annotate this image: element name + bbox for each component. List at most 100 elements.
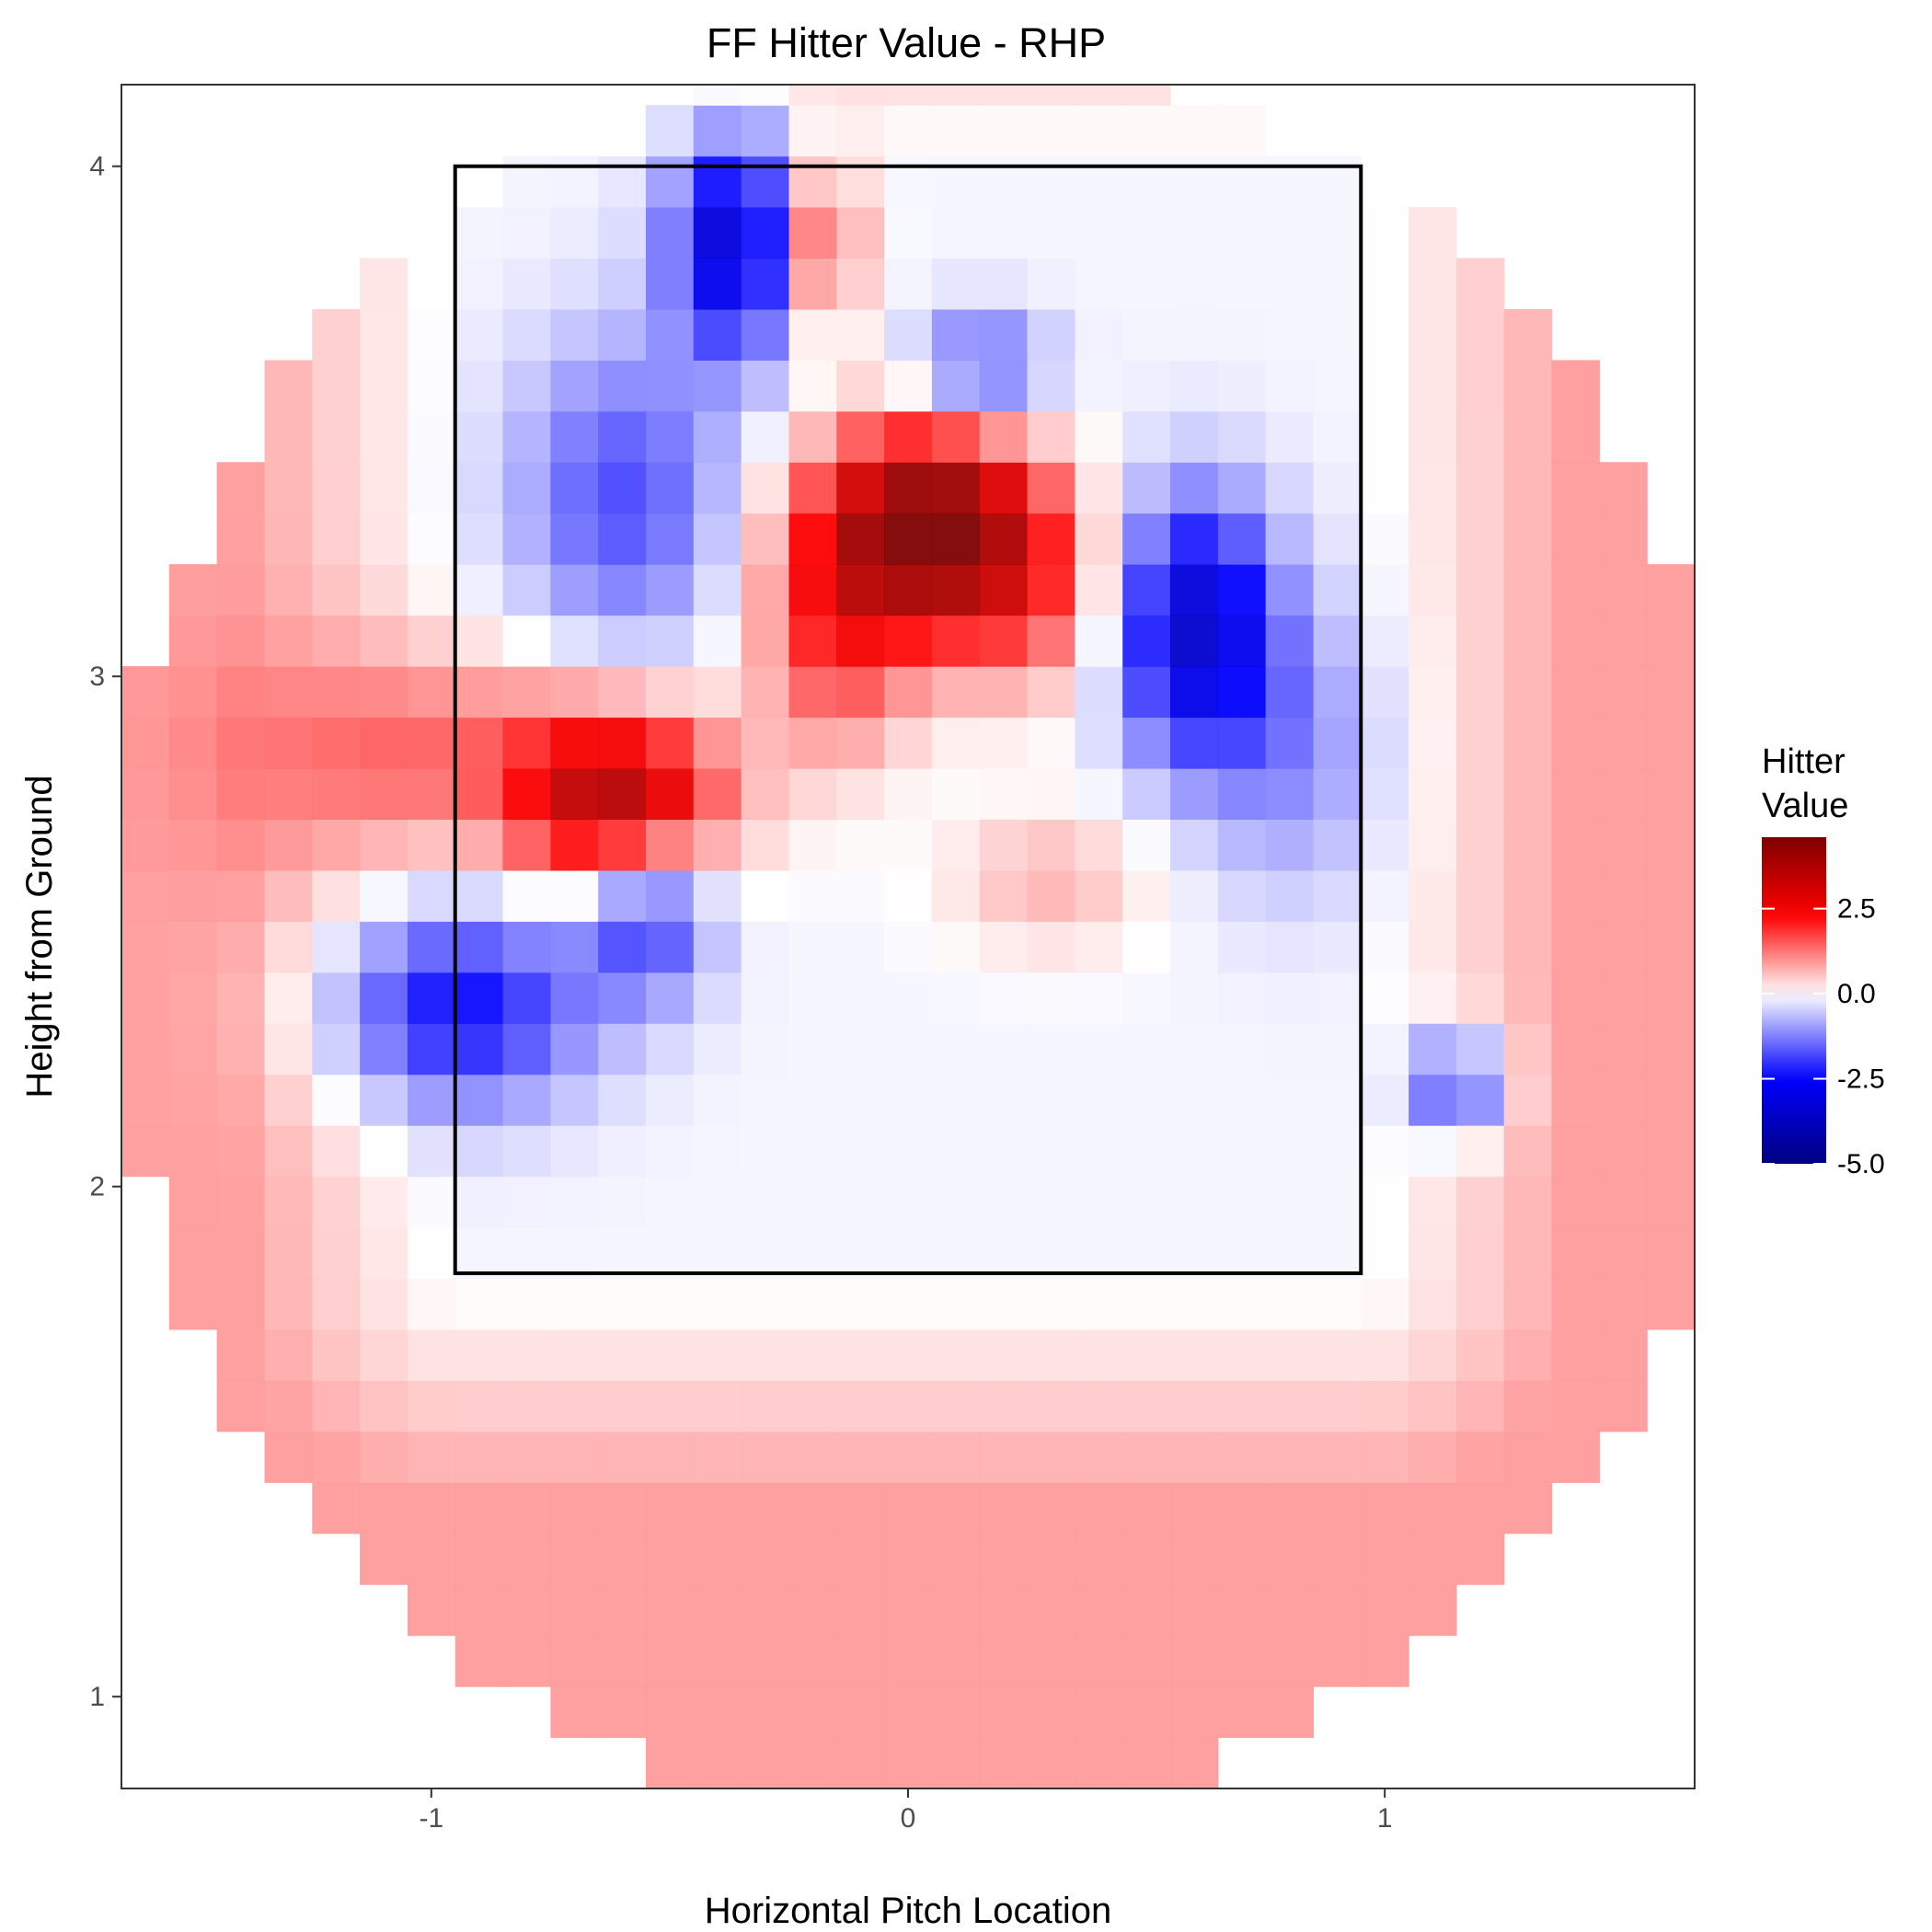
heatmap-cell	[1409, 717, 1457, 769]
heatmap-cell	[1217, 717, 1267, 769]
heatmap-cell	[1265, 309, 1314, 361]
heatmap-cell	[1027, 462, 1075, 514]
heatmap-cell	[1599, 1125, 1648, 1178]
heatmap-cell	[884, 155, 933, 208]
heatmap-cell	[312, 1074, 361, 1126]
y-tick-label: 3	[89, 661, 105, 692]
heatmap-cell	[979, 512, 1029, 565]
heatmap-cell	[1409, 462, 1457, 514]
heatmap-cell	[454, 666, 504, 719]
heatmap-cell	[1122, 1278, 1171, 1330]
heatmap-cell	[836, 1482, 885, 1535]
heatmap-cell	[1170, 666, 1219, 719]
heatmap-cell	[598, 1431, 647, 1483]
heatmap-cell	[1075, 1329, 1123, 1381]
heatmap-cell	[1599, 666, 1648, 719]
heatmap-cell	[1455, 462, 1505, 514]
heatmap-cell	[884, 564, 933, 616]
heatmap-cell	[741, 819, 789, 871]
heatmap-cell	[598, 972, 647, 1024]
heatmap-cell	[1313, 1482, 1362, 1535]
heatmap-cell	[1170, 768, 1219, 820]
heatmap-cell	[1647, 717, 1696, 769]
heatmap-cell	[598, 819, 647, 871]
heatmap-cell	[312, 462, 361, 514]
heatmap-cell	[1217, 1125, 1267, 1178]
heatmap-cell	[836, 155, 885, 208]
heatmap-cell	[264, 1176, 313, 1228]
heatmap-cell	[884, 1584, 933, 1637]
heatmap-cell	[360, 1533, 408, 1585]
heatmap-cell	[407, 512, 456, 565]
heatmap-cell	[216, 1074, 265, 1126]
heatmap-cell	[598, 1176, 647, 1228]
heatmap-cell	[1075, 819, 1123, 871]
heatmap-cell	[1599, 1176, 1648, 1228]
heatmap-cell	[693, 1686, 742, 1739]
heatmap-cell	[1027, 972, 1075, 1024]
heatmap-cell	[312, 1329, 361, 1381]
heatmap-cell	[1647, 1176, 1696, 1228]
heatmap-cell	[168, 717, 218, 769]
heatmap-cell	[1265, 564, 1314, 616]
heatmap-cell	[1075, 462, 1123, 514]
heatmap-cell	[312, 410, 361, 463]
heatmap-cell	[1361, 1278, 1409, 1330]
legend-tick-label: 0.0	[1837, 979, 1876, 1009]
heatmap-cell	[741, 1584, 789, 1637]
heatmap-cell	[1265, 1686, 1314, 1739]
heatmap-cell	[788, 1635, 837, 1687]
heatmap-cell	[884, 1431, 933, 1483]
heatmap-cell	[1075, 564, 1123, 616]
heatmap-cell	[502, 1227, 551, 1280]
heatmap-cell	[1265, 1074, 1314, 1126]
heatmap-cell	[693, 1329, 742, 1381]
heatmap-cell	[502, 1584, 551, 1637]
heatmap-cell	[598, 615, 647, 667]
heatmap-cell	[1503, 666, 1553, 719]
heatmap-cell	[1075, 258, 1123, 310]
heatmap-cell	[502, 666, 551, 719]
heatmap-cell	[646, 717, 695, 769]
heatmap-cell	[693, 1533, 742, 1585]
heatmap-cell	[1313, 1329, 1362, 1381]
heatmap-cell	[1503, 768, 1553, 820]
heatmap-cell	[1503, 564, 1553, 616]
heatmap-cell	[931, 207, 981, 259]
heatmap-cell	[1027, 1329, 1075, 1381]
heatmap-cell	[550, 1074, 599, 1126]
heatmap-cell	[312, 819, 361, 871]
heatmap-cell	[1551, 1329, 1600, 1381]
heatmap-cell	[121, 1125, 170, 1178]
heatmap-cell	[360, 1482, 408, 1535]
heatmap-cell	[216, 462, 265, 514]
heatmap-cell	[502, 1074, 551, 1126]
heatmap-cell	[1455, 869, 1505, 922]
heatmap-cell	[264, 360, 313, 412]
heatmap-cell	[741, 1125, 789, 1178]
heatmap-cell	[646, 1584, 695, 1637]
heatmap-cell	[454, 207, 504, 259]
heatmap-cell	[979, 1329, 1029, 1381]
heatmap-cell	[693, 1125, 742, 1178]
heatmap-cell	[1551, 615, 1600, 667]
heatmap-cell	[1027, 1686, 1075, 1739]
heatmap-cell	[1599, 462, 1648, 514]
heatmap-cell	[1265, 615, 1314, 667]
heatmap-cell	[1361, 666, 1409, 719]
heatmap-cell	[1361, 972, 1409, 1024]
heatmap-cell	[502, 1125, 551, 1178]
heatmap-cell	[1503, 1278, 1553, 1330]
heatmap-cell	[1122, 1533, 1171, 1585]
heatmap-cell	[1265, 869, 1314, 922]
heatmap-cell	[550, 512, 599, 565]
heatmap-cell	[1170, 462, 1219, 514]
heatmap-cell	[1313, 1125, 1362, 1178]
heatmap-cell	[1170, 972, 1219, 1024]
heatmap-cell	[502, 1380, 551, 1432]
heatmap-cell	[1265, 1227, 1314, 1280]
heatmap-cell	[1122, 1125, 1171, 1178]
heatmap-cell	[360, 1431, 408, 1483]
heatmap-cell	[693, 564, 742, 616]
heatmap-cell	[979, 258, 1029, 310]
